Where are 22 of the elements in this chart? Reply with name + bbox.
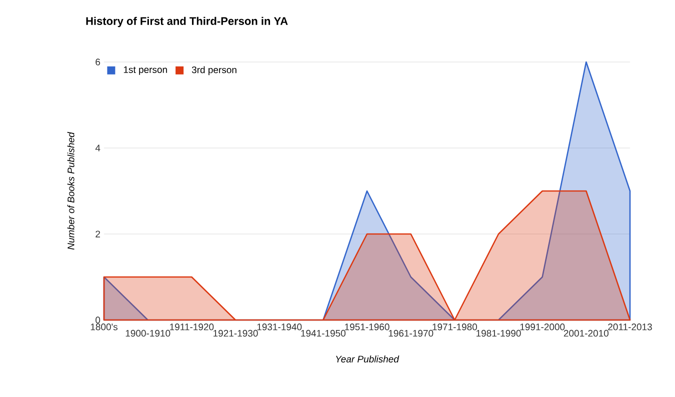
x-tick-label: 1911-1920 (170, 324, 214, 330)
x-tick-label: 1931-1940 (257, 324, 302, 330)
legend-label: 3rd person (192, 66, 236, 76)
x-tick-label: 1951-1960 (345, 324, 390, 330)
x-tick-label: 1981-1990 (476, 330, 521, 337)
y-tick-label: 4 (95, 144, 100, 152)
y-tick-label: 6 (96, 58, 100, 66)
x-tick-label: 1800's (90, 324, 118, 330)
x-tick-label: 1900-1910 (126, 330, 170, 337)
y-tick-label: 2 (96, 230, 100, 238)
x-tick-label: 1971-1980 (432, 324, 477, 330)
x-tick-label: 1921-1930 (214, 330, 258, 337)
x-tick-label: 2011-2013 (608, 324, 652, 330)
x-tick-label: 2001-2010 (564, 330, 608, 337)
y-tick-label: 0 (96, 316, 100, 324)
x-tick-label: 1991-2000 (520, 324, 565, 330)
x-tick-label: 1961-1970 (388, 330, 434, 337)
x-axis-title: Year Published (336, 355, 400, 362)
chart-title: History of First and Third-Person in YA (86, 16, 288, 28)
legend-label: 1st person (124, 66, 167, 75)
x-tick-label: 1941-1950 (301, 330, 346, 337)
y-axis-title: Number of Books Published (67, 132, 74, 250)
